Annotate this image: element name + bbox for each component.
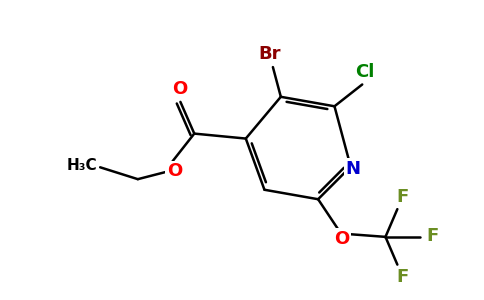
Text: O: O [334, 230, 349, 248]
Text: F: F [396, 268, 408, 286]
Text: F: F [426, 227, 438, 245]
Text: H₃C: H₃C [67, 158, 98, 173]
Text: Cl: Cl [356, 63, 375, 81]
Text: N: N [345, 160, 360, 178]
Text: O: O [167, 162, 182, 180]
Text: F: F [396, 188, 408, 206]
Text: O: O [172, 80, 187, 98]
Text: Br: Br [258, 45, 281, 63]
